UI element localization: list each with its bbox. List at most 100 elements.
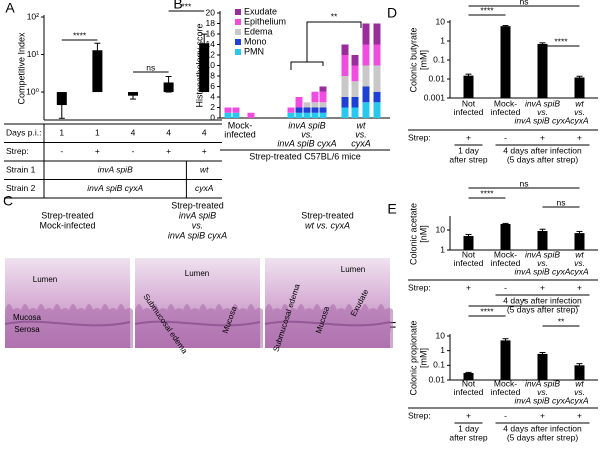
x-tick-label: invA spiB bbox=[525, 378, 560, 388]
sig-label: ** bbox=[331, 11, 338, 21]
bar bbox=[463, 75, 474, 98]
x-tick-label: infected bbox=[491, 107, 521, 117]
image-caption: Strep-treated bbox=[171, 200, 224, 210]
strep-value: - bbox=[504, 410, 507, 420]
group-label: vs. bbox=[301, 129, 313, 139]
bar-segment bbox=[351, 55, 359, 66]
bar-segment bbox=[311, 102, 319, 108]
group-label: cyxA bbox=[351, 138, 371, 148]
table-cell: 4 bbox=[131, 128, 136, 138]
sig-label: * bbox=[522, 296, 526, 306]
group-label: vs. bbox=[355, 129, 367, 139]
day-label: after strep bbox=[449, 154, 488, 164]
bar-segment bbox=[295, 107, 303, 113]
sig-label: ns bbox=[520, 0, 529, 6]
panel-letter: A bbox=[5, 0, 15, 16]
day-label: 1 day bbox=[458, 423, 480, 433]
error-bar bbox=[502, 338, 509, 344]
bar-segment bbox=[232, 112, 240, 118]
bar-segment bbox=[362, 65, 370, 87]
legend-swatch bbox=[235, 49, 241, 55]
y-axis-label: Colonic acetate bbox=[408, 203, 418, 265]
y-tick-label: 14 bbox=[206, 39, 216, 49]
group-label: invA spiB bbox=[288, 120, 325, 130]
error-bar bbox=[94, 42, 101, 64]
x-tick-label: invA spiB bbox=[525, 98, 560, 108]
image-label: Mucosa bbox=[13, 313, 42, 322]
error-bar bbox=[539, 228, 546, 234]
table-cell: 4 bbox=[202, 128, 207, 138]
sig-label: **** bbox=[480, 306, 494, 316]
x-tick-label: cyxA bbox=[570, 395, 589, 405]
x-tick-label: invA spiB cyxA bbox=[515, 395, 571, 405]
bar bbox=[463, 373, 474, 380]
x-tick-label: invA spiB cyxA bbox=[515, 115, 571, 125]
table-cell: - bbox=[60, 146, 63, 156]
bar-segment bbox=[362, 23, 370, 45]
day-label: 4 days after infection bbox=[503, 423, 582, 433]
y-tick-label: 10 bbox=[436, 330, 446, 340]
day-label: 4 days after infection bbox=[503, 145, 582, 155]
panel-letter: C bbox=[3, 193, 13, 209]
bar bbox=[574, 233, 585, 250]
sig-label: ns bbox=[520, 178, 529, 188]
table-cell: wt bbox=[200, 165, 209, 175]
group-label: Mock- bbox=[228, 120, 253, 130]
y-tick-label: 10 bbox=[436, 16, 446, 26]
bar-segment bbox=[311, 91, 319, 103]
error-bar bbox=[502, 25, 509, 28]
bar-segment bbox=[232, 107, 240, 113]
bar-segment bbox=[287, 112, 295, 118]
y-tick-label: 0.1 bbox=[433, 54, 445, 64]
x-tick-label: invA spiB cyxA bbox=[515, 266, 571, 276]
bar-segment bbox=[247, 112, 255, 118]
x-tick-label: infected bbox=[454, 107, 484, 117]
sig-label: ns bbox=[557, 197, 566, 207]
legend-label: Edema bbox=[244, 26, 273, 36]
bar-segment bbox=[224, 112, 232, 118]
error-bar bbox=[576, 230, 583, 236]
bar bbox=[463, 236, 474, 250]
table-cell: 1 bbox=[95, 128, 100, 138]
y-tick-label: 10¹ bbox=[27, 49, 39, 59]
y-tick-label: 0.1 bbox=[433, 360, 445, 370]
table-cell: + bbox=[166, 146, 171, 156]
y-tick-label: 0.01 bbox=[428, 374, 445, 384]
error-bar bbox=[465, 233, 472, 239]
error-bar bbox=[576, 363, 583, 369]
x-tick-label: vs. bbox=[537, 387, 548, 397]
bar-segment bbox=[287, 107, 295, 113]
table-cell: cyxA bbox=[195, 183, 214, 193]
bar bbox=[500, 26, 511, 98]
y-tick-label: 10 bbox=[206, 60, 216, 70]
bar-segment bbox=[319, 107, 327, 113]
y-tick-label: 0 bbox=[210, 112, 215, 122]
bar-segment bbox=[224, 107, 232, 113]
table-cell: + bbox=[95, 146, 100, 156]
image-caption: Mock-infected bbox=[39, 220, 95, 230]
x-tick-label: vs. bbox=[537, 258, 548, 268]
bar bbox=[500, 224, 511, 250]
sig-bracket bbox=[290, 61, 324, 70]
bar-segment bbox=[373, 91, 381, 103]
table-cell: 4 bbox=[166, 128, 171, 138]
error-bar bbox=[465, 371, 472, 375]
y-tick-label: 1 bbox=[440, 35, 445, 45]
image-caption: wt vs. cyxA bbox=[305, 220, 350, 230]
image-label: Lumen bbox=[33, 275, 57, 284]
bar-segment bbox=[362, 44, 370, 66]
bar-segment bbox=[373, 102, 381, 118]
strep-value: + bbox=[577, 282, 582, 292]
y-tick-label: 10⁰ bbox=[26, 86, 39, 96]
table-cell: - bbox=[132, 146, 135, 156]
day-label: (5 days after strep) bbox=[507, 304, 579, 314]
strep-value: + bbox=[577, 410, 582, 420]
error-bar bbox=[539, 42, 546, 46]
bar bbox=[537, 230, 548, 250]
legend-swatch bbox=[235, 29, 241, 35]
y-tick-label: 16 bbox=[206, 28, 216, 38]
error-bar bbox=[539, 351, 546, 357]
image-caption: invA spiB bbox=[179, 210, 216, 220]
